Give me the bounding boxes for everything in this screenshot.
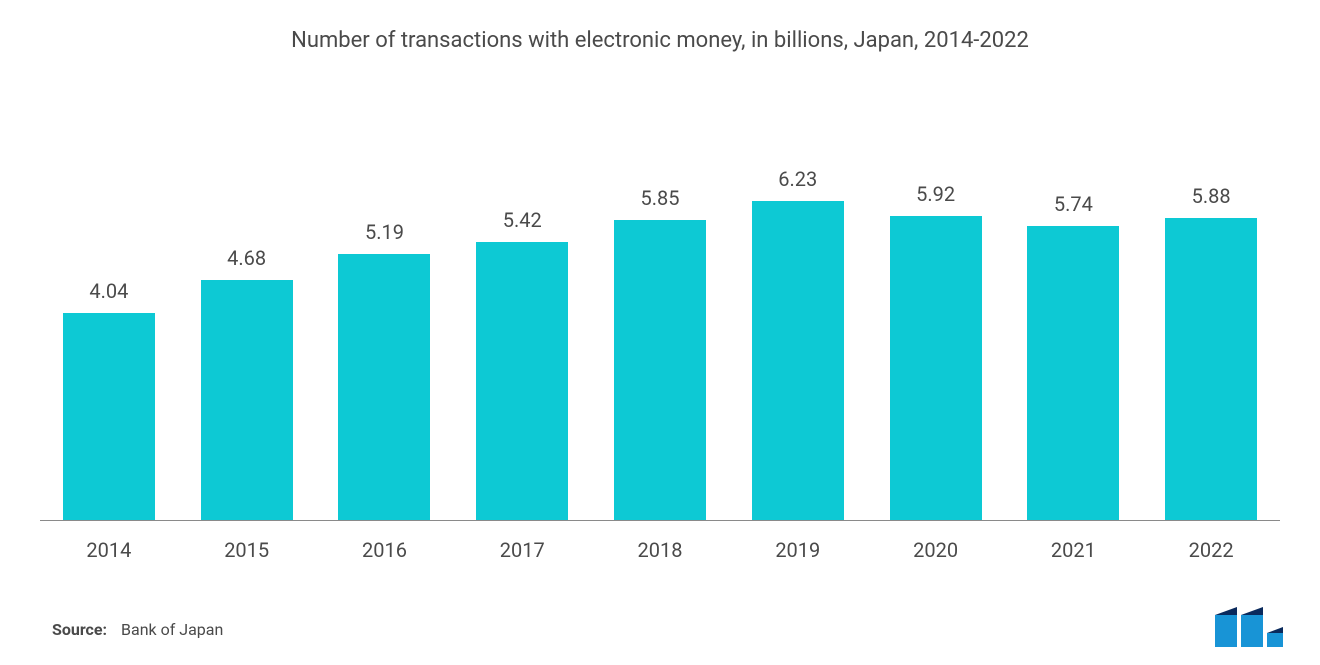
bar-value-label: 5.74 (1054, 192, 1093, 216)
bar-value-label: 5.88 (1192, 184, 1231, 208)
x-axis-label: 2014 (40, 520, 178, 562)
bar-rect (338, 254, 430, 520)
bar-slot: 5.19 (316, 120, 454, 520)
source-text: Bank of Japan (121, 620, 223, 639)
x-axis-label: 2015 (178, 520, 316, 562)
chart-title: Number of transactions with electronic m… (0, 0, 1320, 53)
bar-slot: 5.42 (453, 120, 591, 520)
source-attribution: Source: Bank of Japan (52, 620, 223, 639)
bar-value-label: 6.23 (778, 167, 817, 191)
bar-rect (476, 242, 568, 520)
source-label: Source: (52, 620, 107, 639)
bar-rect (752, 201, 844, 520)
bar-value-label: 5.42 (503, 208, 542, 232)
bar-slot: 4.04 (40, 120, 178, 520)
x-axis-label: 2022 (1142, 520, 1280, 562)
bar-value-label: 5.19 (365, 220, 404, 244)
x-axis-label: 2016 (316, 520, 454, 562)
bar-value-label: 5.85 (641, 186, 680, 210)
bars-container: 4.04 4.68 5.19 5.42 5.85 6.23 5.92 5.74 5.88 (40, 120, 1280, 520)
bar-slot: 5.88 (1142, 120, 1280, 520)
bar-slot: 5.85 (591, 120, 729, 520)
bar-rect (1027, 226, 1119, 520)
plot-area: 4.04 4.68 5.19 5.42 5.85 6.23 5.92 5.74 5.88 (40, 120, 1280, 520)
brand-logo-icon (1213, 607, 1285, 647)
bar-value-label: 4.04 (89, 279, 128, 303)
bar-slot: 5.92 (867, 120, 1005, 520)
bar-rect (63, 313, 155, 520)
x-axis-label: 2020 (867, 520, 1005, 562)
bar-value-label: 5.92 (916, 182, 955, 206)
x-axis-label: 2018 (591, 520, 729, 562)
x-axis-label: 2021 (1004, 520, 1142, 562)
bar-rect (890, 216, 982, 520)
bar-rect (1165, 218, 1257, 520)
bar-value-label: 4.68 (227, 246, 266, 270)
bar-slot: 4.68 (178, 120, 316, 520)
bar-slot: 6.23 (729, 120, 867, 520)
x-axis-label: 2017 (453, 520, 591, 562)
x-axis-labels: 201420152016201720182019202020212022 (40, 520, 1280, 562)
bar-slot: 5.74 (1004, 120, 1142, 520)
x-axis-label: 2019 (729, 520, 867, 562)
bar-rect (614, 220, 706, 520)
bar-rect (201, 280, 293, 520)
